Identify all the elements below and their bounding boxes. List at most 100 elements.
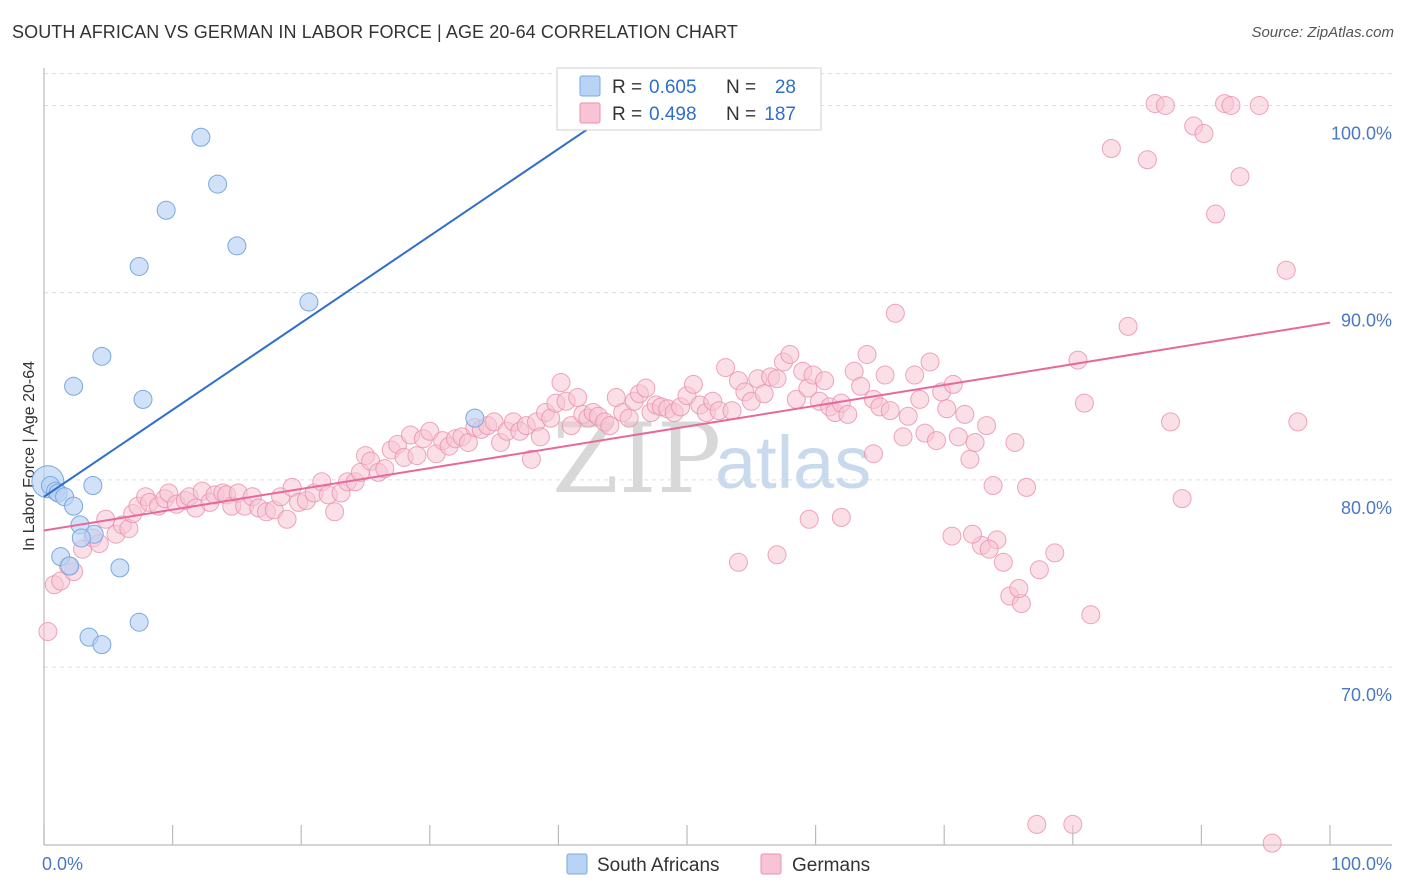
legend-r-label-germans: R = [612,104,642,125]
point-south-africans-13 [129,612,149,632]
y-tick-label-90: 90.0% [1341,311,1392,331]
legend-swatch-south-africans [579,75,601,97]
point-germans-103 [683,374,703,394]
point-south-africans-15 [92,635,112,655]
point-germans-157 [1005,432,1025,452]
series-germans [38,94,1308,853]
point-germans-169 [1029,560,1049,580]
point-germans-108 [716,358,736,378]
point-germans-176 [1137,150,1157,170]
legend-n-label-south-africans: N = [726,77,756,98]
point-germans-152 [977,416,997,436]
point-germans-187 [1249,95,1269,115]
point-germans-167 [979,539,999,559]
point-germans-189 [1288,412,1308,432]
point-germans-178 [1155,95,1175,115]
point-south-africans-9 [71,528,91,548]
point-germans-116 [767,369,787,389]
bottom-legend-swatch-south-africans [566,853,588,875]
chart-title: SOUTH AFRICAN VS GERMAN IN LABOR FORCE |… [12,22,738,42]
y-tick-label-80: 80.0% [1341,498,1392,518]
point-south-africans-20 [156,200,176,220]
point-germans-166 [962,524,982,544]
point-germans-188 [1276,260,1296,280]
point-germans-147 [948,427,968,447]
point-germans-170 [1045,543,1065,563]
point-germans-191 [1063,814,1083,834]
legend-n-label-germans: N = [726,104,756,125]
legend-r-value-germans: 0.498 [649,104,697,125]
point-germans-182 [1194,124,1214,144]
point-germans-36 [277,509,297,529]
point-germans-165 [942,526,962,546]
legend-r-value-south-africans: 0.605 [649,77,697,98]
legend-n-value-south-africans: 28 [775,77,796,98]
point-germans-2 [51,571,71,591]
point-germans-109 [722,401,742,421]
point-germans-83 [568,388,588,408]
point-germans-128 [838,404,858,424]
point-south-africans-25 [465,408,485,428]
point-germans-131 [857,344,877,364]
point-germans-180 [1172,489,1192,509]
point-germans-168 [1009,578,1029,598]
point-south-africans-22 [208,174,228,194]
point-germans-139 [905,365,925,385]
legend-n-value-germans: 187 [764,104,796,125]
bottom-legend-swatch-germans [760,853,782,875]
point-germans-68 [484,412,504,432]
point-germans-186 [1230,167,1250,187]
point-south-africans-18 [133,389,153,409]
watermark-atlas: atlas [715,421,871,504]
point-south-africans-24 [299,292,319,312]
point-germans-160 [863,444,883,464]
point-germans-74 [521,449,541,469]
legend-swatch-germans [579,102,601,124]
trend-line-germans [43,321,1331,532]
legend-r-label-south-africans: R = [612,77,642,98]
point-germans-130 [851,376,871,396]
point-germans-143 [926,431,946,451]
point-germans-0 [38,622,58,642]
x-tick-label-min: 0.0% [42,854,83,874]
bottom-legend-label-germans: Germans [792,855,870,876]
point-germans-145 [937,399,957,419]
point-germans-159 [1017,477,1037,497]
point-germans-43 [325,502,345,522]
point-germans-161 [728,552,748,572]
bottom-legend-label-south-africans: South Africans [597,855,720,876]
source-label: Source: ZipAtlas.com [1251,24,1394,41]
point-south-africans-23 [227,236,247,256]
point-germans-89 [600,416,620,436]
y-tick-labels: 70.0% 80.0% 90.0% 100.0% [1331,123,1392,705]
point-germans-114 [754,384,774,404]
point-germans-58 [420,421,440,441]
point-germans-138 [898,406,918,426]
point-germans-179 [1161,412,1181,432]
point-south-africans-16 [64,376,84,396]
point-germans-148 [955,404,975,424]
point-germans-163 [767,545,787,565]
point-germans-95 [636,378,656,398]
point-germans-135 [880,401,900,421]
point-south-africans-12 [110,558,130,578]
point-germans-171 [1068,350,1088,370]
point-south-africans-11 [60,556,80,576]
bottom-legend: South Africans Germans [566,853,870,876]
point-germans-76 [530,427,550,447]
point-south-africans-5 [64,496,84,516]
x-axis-ticks [43,825,1331,845]
point-germans-183 [1206,204,1226,224]
point-germans-175 [1118,316,1138,336]
point-germans-118 [780,344,800,364]
point-germans-149 [960,449,980,469]
point-germans-173 [1081,605,1101,625]
point-germans-174 [1101,139,1121,159]
point-germans-153 [983,476,1003,496]
point-germans-140 [910,389,930,409]
point-germans-80 [551,373,571,393]
trend-line-south-africans [43,104,624,498]
x-tick-label-max: 100.0% [1331,854,1392,874]
point-germans-82 [561,416,581,436]
